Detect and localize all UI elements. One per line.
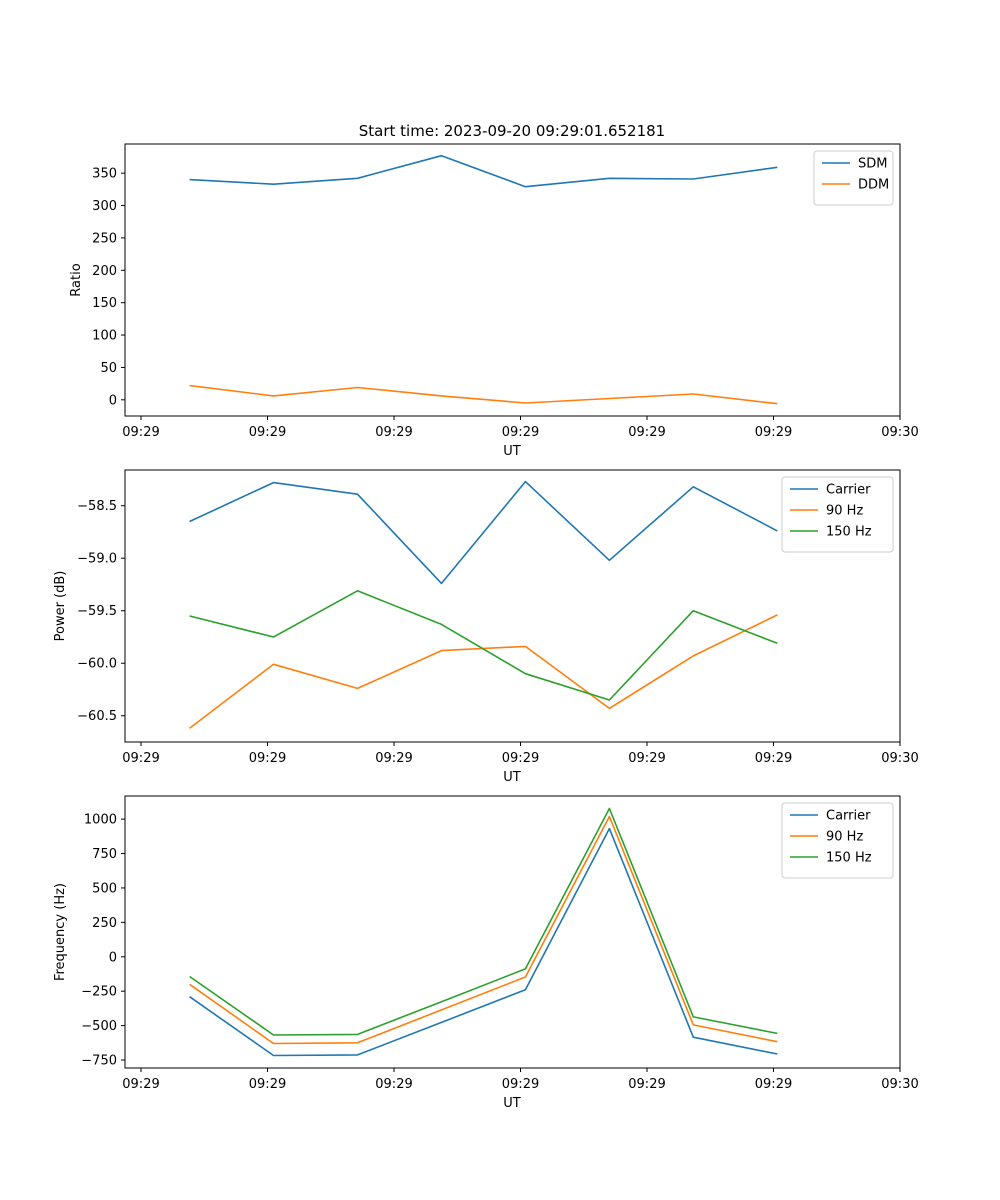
y-tick-label: 50 [100, 361, 117, 376]
x-tick-label: 09:29 [502, 1077, 539, 1092]
x-tick-label: 09:29 [755, 425, 792, 440]
x-tick-label: 09:29 [375, 751, 412, 766]
y-tick-label: 250 [92, 916, 117, 931]
x-tick-label: 09:29 [122, 751, 159, 766]
legend-label: SDM [858, 157, 887, 172]
x-axis-label: UT [503, 444, 521, 459]
y-tick-label: −750 [81, 1054, 117, 1069]
y-tick-label: 1000 [84, 813, 117, 828]
plot-panel-1: 09:29 09:29 09:29 09:29 09:29 09:29 09:30 0 50 10… [69, 143, 919, 459]
y-axis-label: Frequency (Hz) [53, 883, 68, 981]
y-axis-label: Ratio [69, 263, 84, 296]
x-tick-label: 09:30 [881, 1077, 918, 1092]
y-tick-label: 300 [92, 199, 117, 214]
plot-panel-2: 09:29 09:29 09:29 09:29 09:29 09:29 09:30 −58.5… [53, 469, 919, 785]
legend-label: Carrier [826, 809, 871, 824]
y-tick-label: 200 [92, 264, 117, 279]
series-line-90-hz [189, 614, 778, 729]
legend: SDM DDM [813, 150, 894, 206]
legend: Carrier 90 Hz 150 Hz [781, 802, 894, 879]
legend-label: 150 Hz [826, 851, 872, 866]
y-tick-label: −500 [81, 1019, 117, 1034]
series-group [189, 807, 778, 1057]
plot-panel-3: 09:29 09:29 09:29 09:29 09:29 09:29 09:30 1000 7… [53, 795, 919, 1111]
x-tick-label: 09:30 [881, 425, 918, 440]
y-tick-label: 100 [92, 329, 117, 344]
x-tick-label: 09:29 [249, 751, 286, 766]
y-tick-label: −250 [81, 985, 117, 1000]
series-line-150-hz [189, 807, 778, 1036]
x-tick-label: 09:29 [375, 1077, 412, 1092]
x-tick-label: 09:29 [122, 1077, 159, 1092]
series-group [189, 480, 778, 729]
y-tick-label: 350 [92, 167, 117, 182]
x-tick-label: 09:29 [755, 1077, 792, 1092]
axes-frame [124, 143, 901, 417]
y-tick-label: −60.5 [77, 709, 117, 724]
y-tick-label: 500 [92, 881, 117, 896]
series-group [189, 154, 778, 405]
y-tick-label: 750 [92, 847, 117, 862]
y-tick-label: −58.5 [77, 499, 117, 514]
series-line-90-hz [189, 815, 778, 1045]
x-tick-label: 09:29 [122, 425, 159, 440]
y-tick-label: 0 [109, 393, 117, 408]
legend-label: DDM [858, 178, 889, 193]
axes-frame [124, 795, 901, 1069]
x-tick-label: 09:29 [628, 751, 665, 766]
x-tick-label: 09:30 [881, 751, 918, 766]
legend-label: 150 Hz [826, 525, 872, 540]
x-tick-label: 09:29 [628, 1077, 665, 1092]
legend-box [781, 476, 894, 553]
series-line-carrier [189, 827, 778, 1057]
series-line-150-hz [189, 589, 778, 701]
y-tick-label: 250 [92, 231, 117, 246]
x-axis-label: UT [503, 1096, 521, 1111]
legend: Carrier 90 Hz 150 Hz [781, 476, 894, 553]
series-line-sdm [189, 154, 778, 188]
legend-box [813, 150, 894, 206]
y-tick-label: 0 [109, 950, 117, 965]
y-tick-label: −59.0 [77, 552, 117, 567]
x-tick-label: 09:29 [502, 425, 539, 440]
x-tick-label: 09:29 [249, 425, 286, 440]
series-line-ddm [189, 384, 778, 405]
axes-frame [124, 469, 901, 743]
figure-title: Start time: 2023-09-20 09:29:01.652181 [359, 122, 665, 140]
x-tick-label: 09:29 [502, 751, 539, 766]
legend-label: 90 Hz [826, 504, 863, 519]
x-tick-label: 09:29 [755, 751, 792, 766]
plots-container: 09:29 09:29 09:29 09:29 09:29 09:29 09:30 0 50 10… [53, 143, 919, 1111]
x-tick-label: 09:29 [249, 1077, 286, 1092]
y-axis-label: Power (dB) [53, 571, 68, 642]
y-tick-label: −60.0 [77, 657, 117, 672]
x-axis-label: UT [503, 770, 521, 785]
series-line-carrier [189, 480, 778, 585]
y-tick-label: −59.5 [77, 604, 117, 619]
legend-label: Carrier [826, 483, 871, 498]
legend-box [781, 802, 894, 879]
legend-label: 90 Hz [826, 830, 863, 845]
y-tick-label: 150 [92, 296, 117, 311]
x-tick-label: 09:29 [628, 425, 665, 440]
x-tick-label: 09:29 [375, 425, 412, 440]
